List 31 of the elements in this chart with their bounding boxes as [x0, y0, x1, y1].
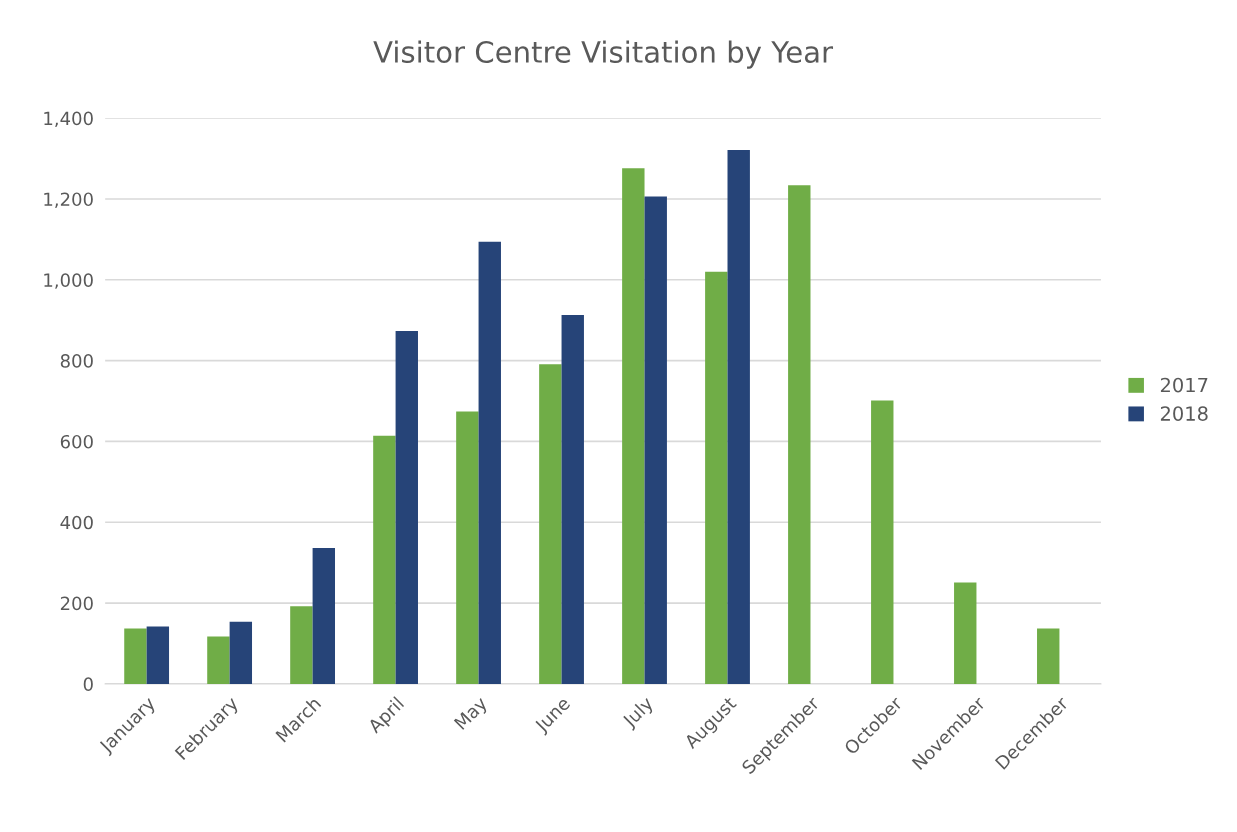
y-tick-label: 800 [60, 354, 93, 368]
bar [229, 621, 253, 684]
bar [478, 241, 501, 684]
bar [1037, 628, 1060, 684]
y-tick-label: 600 [60, 434, 93, 449]
legend-label: 2017 [1160, 377, 1208, 393]
y-tick-label: 0 [83, 677, 93, 692]
bar [290, 606, 313, 684]
bar [395, 331, 418, 684]
bar [954, 582, 977, 684]
y-tick-label: 1,200 [44, 192, 93, 208]
bar [539, 364, 562, 684]
bar [561, 314, 584, 684]
legend-label: 2018 [1160, 406, 1208, 421]
y-tick-label: 1,000 [44, 273, 93, 289]
bar [373, 435, 396, 684]
bar [312, 548, 336, 684]
bar [871, 400, 894, 684]
bar [456, 411, 479, 684]
y-tick-label: 400 [60, 515, 93, 530]
bar [207, 636, 230, 684]
bar [146, 626, 170, 684]
bar [644, 196, 667, 684]
bar [727, 150, 750, 684]
y-tick-label: 200 [60, 596, 93, 611]
chart-title: Visitor Centre Visitation by Year [373, 40, 834, 69]
bar [622, 168, 645, 684]
bar [124, 628, 147, 684]
bar [788, 185, 811, 684]
y-tick-label: 1,400 [44, 111, 93, 128]
bar [705, 271, 728, 684]
